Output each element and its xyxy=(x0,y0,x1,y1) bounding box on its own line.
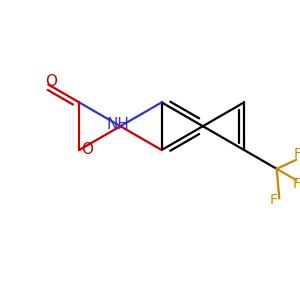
Text: F: F xyxy=(292,177,300,191)
Text: O: O xyxy=(45,74,57,89)
Text: F: F xyxy=(269,194,277,208)
Text: NH: NH xyxy=(107,117,130,132)
Text: F: F xyxy=(294,147,300,161)
Text: O: O xyxy=(81,142,93,158)
